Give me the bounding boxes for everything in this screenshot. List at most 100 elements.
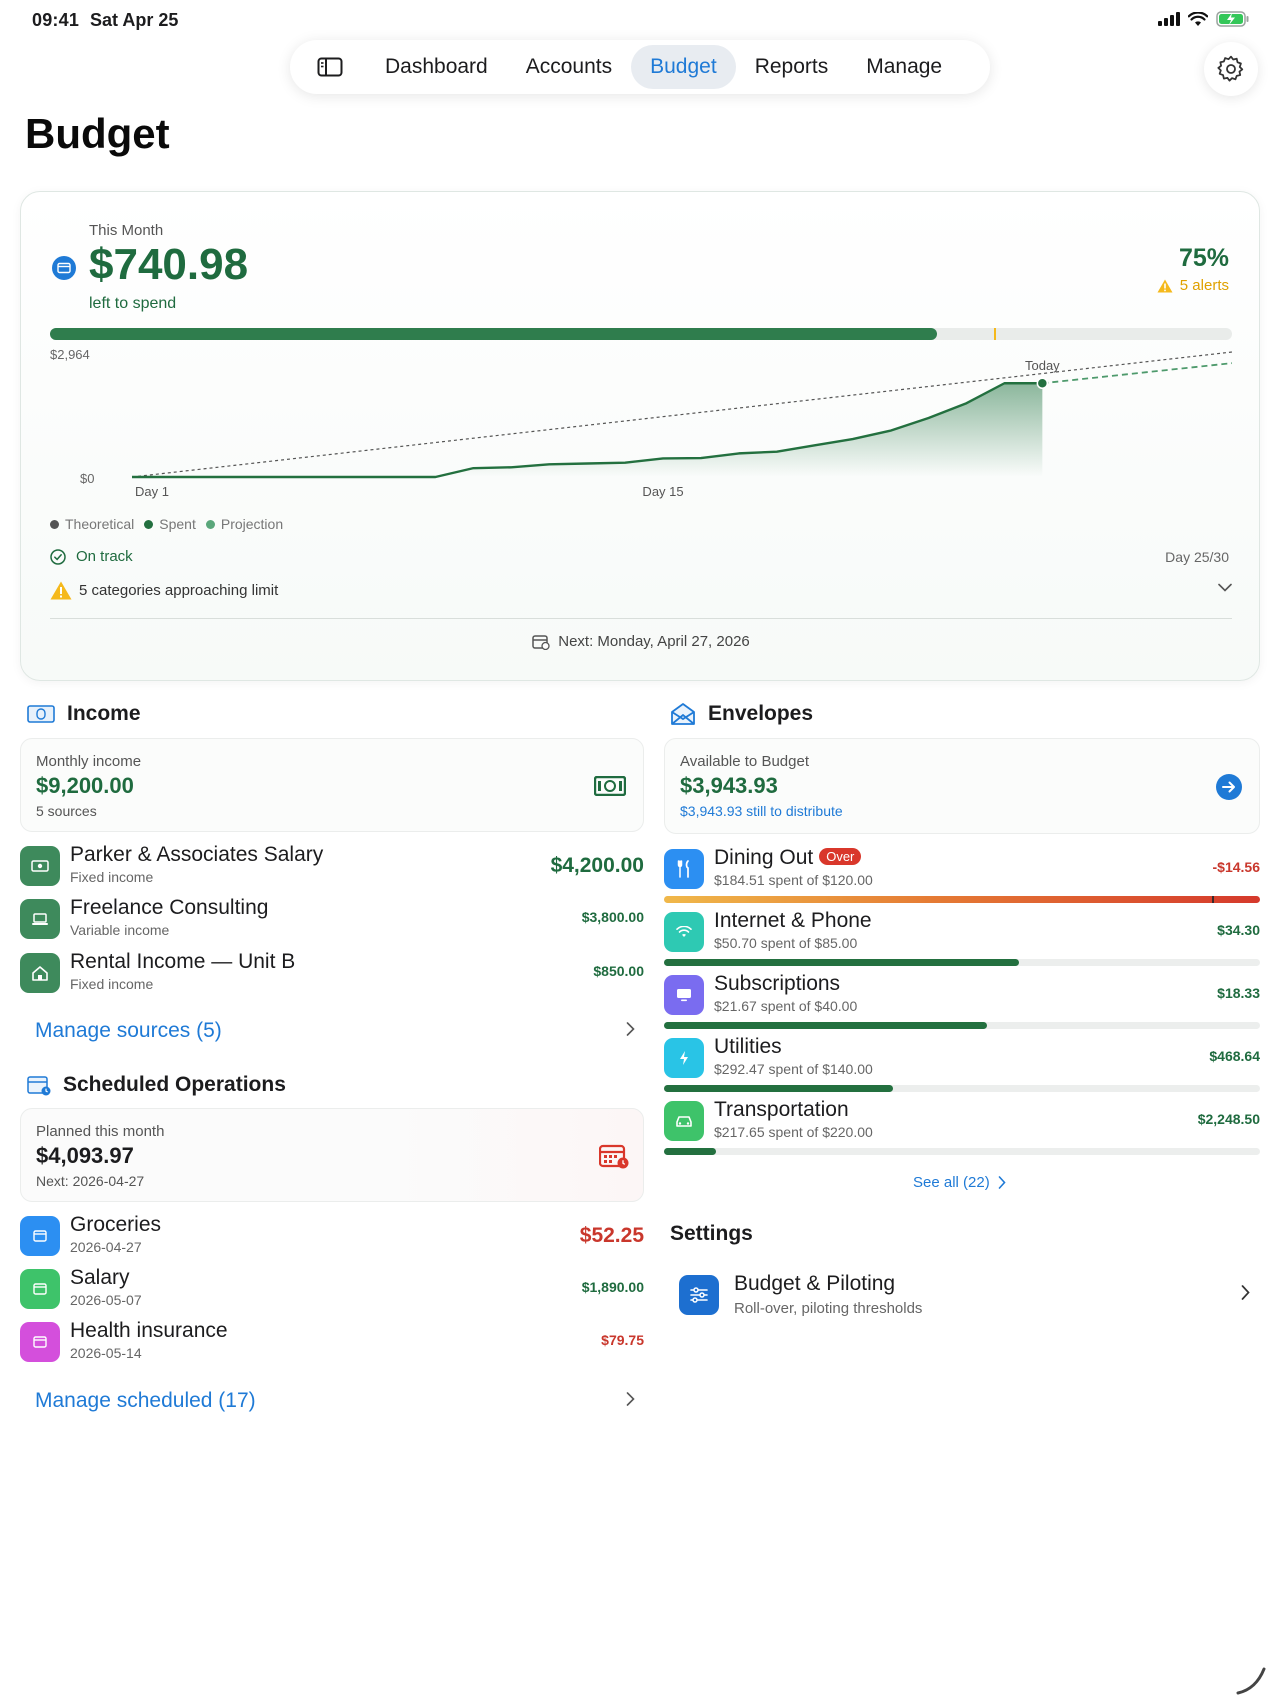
income-row-salary[interactable]: Parker & Associates Salary Fixed income …	[20, 843, 644, 889]
fork-knife-icon	[664, 849, 704, 889]
warning-icon	[50, 581, 72, 600]
planned-amount: $4,093.97	[36, 1143, 134, 1168]
day-count: Day 25/30	[1165, 549, 1229, 565]
sidebar-toggle-button[interactable]	[300, 45, 360, 89]
budget-progress-marker	[994, 328, 997, 340]
legend-item-projection: Projection	[205, 516, 283, 532]
budget-piloting-row[interactable]: Budget & Piloting Roll-over, piloting th…	[664, 1255, 1260, 1335]
envelope-progress-bar	[664, 1148, 1260, 1155]
envelope-title: Utilities	[714, 1035, 782, 1058]
envelope-row-internet-phone[interactable]: Internet & Phone $50.70 spent of $85.00 …	[664, 909, 1260, 966]
page-title: Budget	[25, 110, 170, 157]
scheduled-row-salary[interactable]: Salary 2026-05-07 $1,890.00	[20, 1266, 644, 1312]
briefcase-money-icon	[20, 846, 60, 886]
scroll-indicator	[1236, 1667, 1266, 1695]
income-source-title: Rental Income — Unit B	[70, 950, 296, 973]
manage-scheduled-link[interactable]: Manage scheduled (17)	[35, 1386, 645, 1416]
chart-legend: Theoretical Spent Projection	[50, 516, 283, 532]
settings-row-title: Budget & Piloting	[734, 1272, 896, 1295]
legend-item-spent: Spent	[144, 516, 196, 532]
tab-dashboard[interactable]: Dashboard	[385, 55, 488, 78]
budget-progress-bar	[50, 328, 1232, 340]
envelope-limit-marker	[1212, 896, 1214, 903]
see-all-envelopes-link[interactable]: See all (22)	[913, 1174, 1006, 1191]
sliders-icon	[679, 1275, 719, 1315]
scheduled-amount: $79.75	[601, 1332, 644, 1348]
battery-charging-icon	[1216, 11, 1249, 27]
envelope-row-subscriptions[interactable]: Subscriptions $21.67 spent of $40.00 $18…	[664, 972, 1260, 1029]
available-to-budget-card[interactable]: Available to Budget $3,943.93 $3,943.93 …	[664, 738, 1260, 834]
alerts-count: 5 alerts	[1179, 277, 1229, 294]
income-source-type: Fixed income	[70, 869, 154, 885]
envelope-progress-fill	[664, 1148, 717, 1155]
scheduled-row-groceries[interactable]: Groceries 2026-04-27 $52.25	[20, 1213, 644, 1259]
envelope-remaining: $18.33	[1217, 985, 1260, 1001]
still-to-distribute: $3,943.93 still to distribute	[680, 803, 843, 819]
approaching-limit-row[interactable]: 5 categories approaching limit	[50, 581, 1232, 600]
legend-dot	[50, 519, 59, 529]
envelope-title: Dining Out Over	[714, 846, 862, 870]
see-all-label: See all (22)	[913, 1174, 990, 1191]
status-icons	[1158, 11, 1250, 27]
envelope-progress-bar	[664, 1022, 1260, 1029]
legend-label: Theoretical	[65, 516, 135, 532]
planned-label: Planned this month	[36, 1123, 165, 1140]
envelope-remaining: $468.64	[1209, 1048, 1260, 1064]
envelope-title-text: Dining Out	[714, 846, 814, 869]
spending-chart-svg	[131, 351, 1232, 479]
envelope-spent: $217.65 spent of $220.00	[714, 1124, 873, 1140]
income-header: Income	[27, 702, 141, 726]
next-date-row: Next: Monday, April 27, 2026	[21, 633, 1261, 650]
envelope-progress-bar	[664, 896, 1260, 903]
envelopes-header: Envelopes	[670, 702, 813, 726]
envelope-row-dining-out[interactable]: Dining Out Over $184.51 spent of $120.00 …	[664, 846, 1260, 903]
envelope-title: Transportation	[714, 1098, 849, 1121]
monthly-income-amount: $9,200.00	[36, 773, 134, 798]
legend-dot	[205, 519, 215, 529]
divider	[50, 618, 1232, 619]
over-budget-badge: Over	[819, 848, 862, 865]
chevron-down-icon	[1218, 583, 1232, 592]
period-label: This Month	[89, 222, 164, 239]
planned-month-card: Planned this month $4,093.97 Next: 2026-…	[20, 1108, 644, 1202]
income-row-freelance[interactable]: Freelance Consulting Variable income $3,…	[20, 896, 644, 942]
chevron-right-icon	[998, 1176, 1006, 1189]
monthly-income-label: Monthly income	[36, 753, 142, 770]
on-track-label: On track	[76, 548, 133, 565]
settings-button[interactable]	[1204, 42, 1258, 96]
tab-reports[interactable]: Reports	[754, 55, 829, 78]
alerts-indicator[interactable]: 5 alerts	[1157, 277, 1229, 294]
wallet-icon	[52, 256, 76, 280]
envelope-row-utilities[interactable]: Utilities $292.47 spent of $140.00 $468.…	[664, 1035, 1260, 1092]
scheduled-row-health-insurance[interactable]: Health insurance 2026-05-14 $79.75	[20, 1319, 644, 1365]
tab-accounts[interactable]: Accounts	[525, 55, 613, 78]
banknote-icon	[27, 705, 55, 723]
envelope-progress-fill	[664, 959, 1020, 966]
income-title: Income	[67, 702, 141, 725]
status-bar: 09:41 Sat Apr 25	[0, 0, 1280, 40]
status-date: Sat Apr 25	[90, 10, 179, 30]
calendar-icon	[20, 1216, 60, 1256]
manage-sources-label: Manage sources (5)	[35, 1019, 222, 1042]
envelope-progress-bar	[664, 1085, 1260, 1092]
arrow-right-circle-icon	[1216, 774, 1242, 800]
car-icon	[664, 1101, 704, 1141]
sidebar-icon	[317, 57, 343, 77]
tab-manage[interactable]: Manage	[866, 55, 943, 78]
income-row-rental[interactable]: Rental Income — Unit B Fixed income $850…	[20, 950, 644, 996]
income-source-amount: $3,800.00	[581, 909, 644, 925]
on-track-status: On track	[50, 548, 133, 565]
monthly-income-card: Monthly income $9,200.00 5 sources	[20, 738, 644, 832]
envelope-remaining: $2,248.50	[1197, 1111, 1260, 1127]
scheduled-title: Health insurance	[70, 1319, 228, 1342]
chevron-right-icon	[626, 1022, 635, 1036]
envelope-row-transportation[interactable]: Transportation $217.65 spent of $220.00 …	[664, 1098, 1260, 1155]
tab-budget[interactable]: Budget	[631, 45, 736, 89]
scheduled-title: Salary	[70, 1266, 130, 1289]
scheduled-date: 2026-05-07	[70, 1292, 142, 1308]
scheduled-date: 2026-05-14	[70, 1345, 142, 1361]
manage-sources-link[interactable]: Manage sources (5)	[35, 1016, 645, 1046]
income-source-count: 5 sources	[36, 803, 97, 819]
gear-icon	[1217, 55, 1244, 82]
legend-item-theoretical: Theoretical	[50, 516, 134, 532]
